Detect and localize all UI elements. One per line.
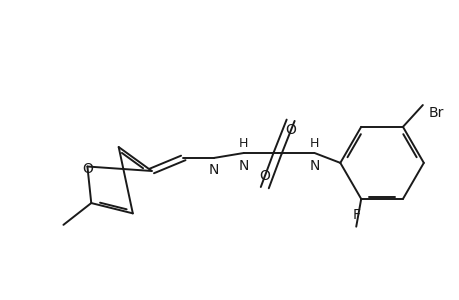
Text: Br: Br [428, 106, 443, 120]
Text: O: O [82, 163, 93, 176]
Text: O: O [259, 169, 269, 183]
Text: H: H [239, 136, 248, 150]
Text: O: O [285, 123, 296, 137]
Text: N: N [238, 159, 249, 173]
Text: H: H [309, 136, 319, 150]
Text: N: N [308, 159, 319, 173]
Text: N: N [208, 163, 219, 177]
Text: F: F [352, 208, 359, 222]
